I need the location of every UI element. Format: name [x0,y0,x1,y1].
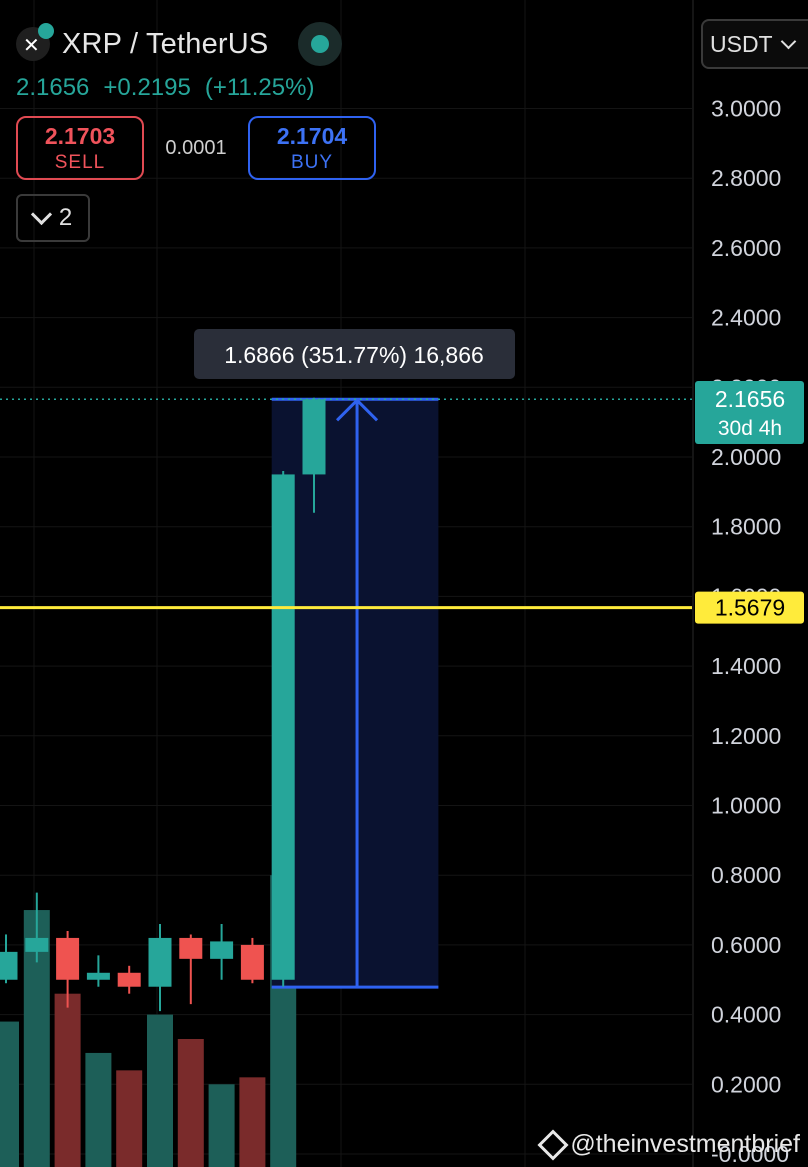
last-price: 2.1656 [16,74,90,101]
watermark: @theinvestmentbrief [537,1128,800,1161]
last-price-label: 2.1656 [715,386,785,412]
y-tick-label: 3.0000 [711,96,781,122]
measure-label: 1.6866 (351.77%) 16,866 [224,342,484,368]
y-tick-label: 2.0000 [711,444,781,470]
symbol-header: ✕ XRP / TetherUS 2.1656 +0.2195 (+11.25%… [16,22,376,242]
candle [148,937,172,987]
candle [210,941,234,959]
countdown-label: 30d 4h [718,417,782,440]
horizontal-line-group[interactable] [0,398,692,610]
volume-bar [147,1014,173,1167]
candle [56,937,80,980]
xrp-logo-icon: ✕ [16,23,54,61]
y-tick-label: 1.8000 [711,514,781,540]
y-tick-label: 2.6000 [711,235,781,261]
price-change-percent: (+11.25%) [204,74,315,101]
candle [271,474,295,980]
horizontal-line-label: 1.5679 [715,595,785,621]
measure-area [271,399,439,988]
measure-range[interactable]: 1.6866 (351.77%) 16,866 [194,329,515,989]
y-tick-label: 0.8000 [711,862,781,888]
buy-price: 2.1704 [276,122,348,149]
currency-label: USDT [710,30,773,57]
candle [0,951,18,980]
volume-bar [116,1070,143,1167]
symbol-title: XRP / TetherUS [62,27,269,60]
price-axis[interactable]: 3.00002.80002.60002.40002.20002.00001.80… [692,0,808,1167]
indicators-toggle-button[interactable]: 2 [16,194,90,242]
y-tick-label: 1.2000 [711,723,781,749]
y-tick-label: 2.8000 [711,165,781,191]
y-tick-label: 1.0000 [711,793,781,819]
horizontal-line-badge [695,591,804,624]
y-tick-label: -0.0000 [711,1141,789,1167]
sell-price: 2.1703 [44,122,116,149]
last-price-badge [695,381,804,444]
price-labels: 2.1656 30d 4h 1.5679 [695,381,804,624]
volume-bar [85,1052,112,1167]
candle [25,937,49,952]
y-tick-label: 0.2000 [711,1071,781,1097]
candle [86,972,110,980]
candle [179,937,203,959]
volume-bar [0,1021,19,1167]
price-axis-background [692,0,808,1167]
candle [117,972,141,987]
y-tick-label: 0.6000 [711,932,781,958]
market-status-icon[interactable] [298,22,343,66]
candles[interactable] [0,397,326,1012]
indicators-count: 2 [58,204,73,231]
candle [302,399,326,475]
measure-arrow-head [335,398,379,422]
buy-label: BUY [290,151,334,173]
volume-bar [54,993,81,1167]
y-tick-label: 1.4000 [711,653,781,679]
spread-value: 0.0001 [165,136,227,159]
watermark-text: @theinvestmentbrief [570,1130,800,1158]
chevron-down-icon [780,33,796,49]
volume-bar [239,1077,266,1167]
volume-bar [177,1038,204,1167]
volume-bar [208,1084,235,1167]
sell-button[interactable]: 2.1703 SELL [16,116,144,180]
buy-button[interactable]: 2.1704 BUY [248,116,376,180]
measure-label-box [194,329,515,379]
binance-logo-icon [537,1128,569,1161]
y-tick-label: 2.4000 [711,305,781,331]
candle [240,944,264,980]
sell-label: SELL [54,151,106,173]
price-change: +0.2195 [103,74,191,101]
chevron-down-icon [30,203,52,225]
currency-selector[interactable]: USDT [701,19,808,69]
y-tick-label: 0.4000 [711,1002,781,1028]
volume-bars [0,875,297,1167]
